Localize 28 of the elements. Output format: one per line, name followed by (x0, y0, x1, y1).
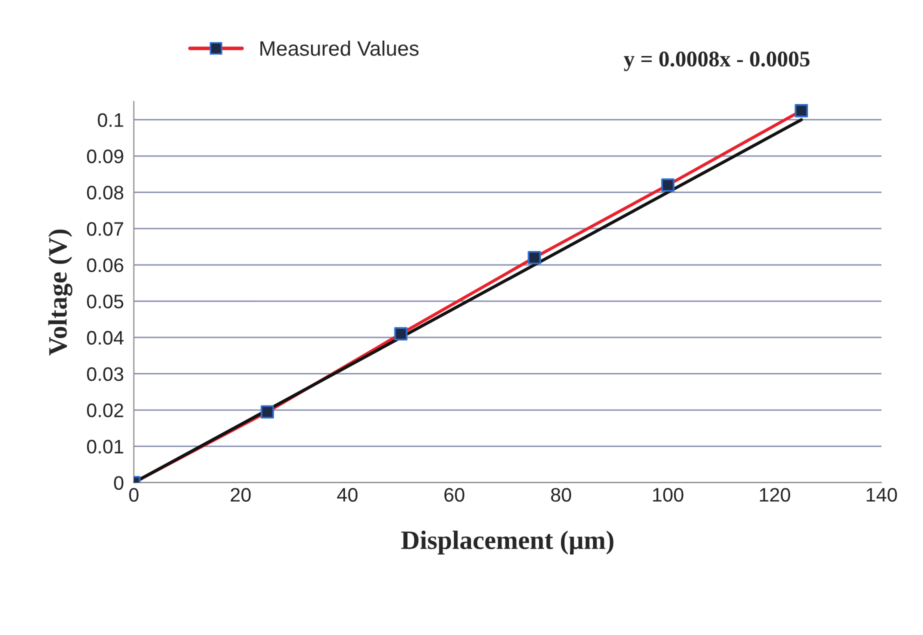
y-tick-label: 0 (114, 476, 124, 490)
y-tick-label: 0.09 (87, 149, 124, 164)
point (794, 104, 808, 118)
y-tick-label: 0.03 (87, 367, 124, 381)
text: y = 0.0008x - 0.0005 (624, 52, 810, 72)
y-tick-label: 0.07 (87, 222, 124, 236)
y-tick-label: 0.1 (98, 113, 124, 127)
x-tick-label: 20 (230, 488, 251, 502)
x-tick-label: 40 (337, 488, 358, 502)
point (528, 250, 541, 264)
x-tick-label: 80 (551, 488, 572, 502)
y-axis-title: Voltage (V) (48, 230, 72, 356)
x-tick-label: 0 (129, 488, 138, 502)
x-tick-label: 140 (866, 488, 897, 502)
point (394, 327, 408, 340)
x-tick-label: 100 (653, 488, 684, 502)
y-tick-label: 0.02 (87, 403, 124, 418)
y-tick-label: 0.05 (87, 294, 124, 308)
x-axis-title: Displacement (µm) (401, 530, 614, 555)
point (661, 178, 674, 192)
x-tick-label: 120 (760, 488, 790, 502)
x-tick-label: 60 (444, 488, 464, 502)
legend-label: Measured Values (260, 40, 419, 56)
y-tick-label: 0.01 (87, 440, 124, 454)
y-tick-label: 0.04 (87, 330, 124, 345)
point (260, 405, 274, 418)
y-tick-label: 0.06 (87, 258, 124, 272)
y-tick-label: 0.08 (87, 186, 124, 200)
